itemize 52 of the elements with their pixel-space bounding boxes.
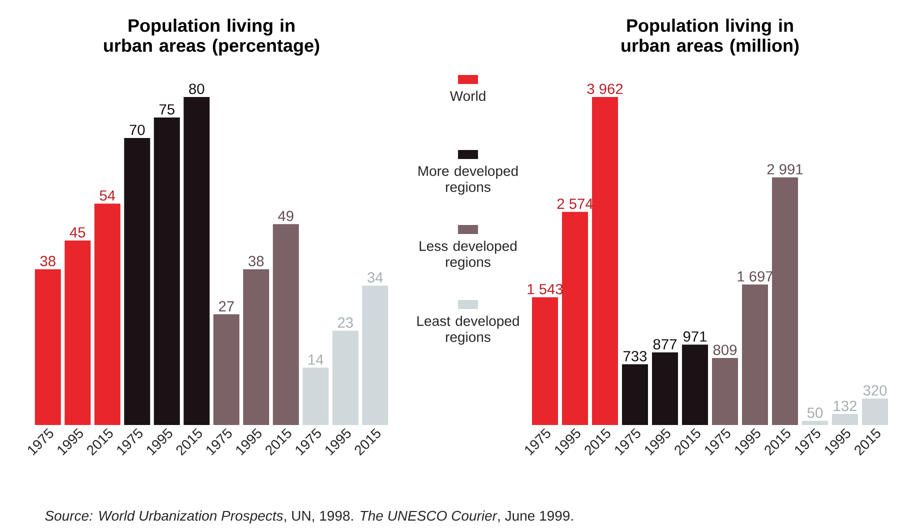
data-label: 80 [189,84,204,94]
data-label: 75 [159,104,174,115]
bar [332,330,358,425]
bar [94,204,120,425]
bar [592,96,618,425]
bar [362,286,388,425]
bar [862,398,888,425]
data-label: 320 [863,385,887,396]
data-label: 733 [624,351,647,362]
bar [34,269,61,425]
bar [532,297,558,425]
chart-title: Population living in urban areas (million) [622,18,799,56]
bar [772,177,798,425]
data-label: 877 [653,339,676,350]
bar [832,414,858,425]
bar [184,97,210,425]
data-label: 49 [278,210,294,222]
data-label: 34 [368,272,383,283]
data-label: 132 [834,400,856,412]
bar [562,212,588,425]
chart-title: Population living in urban areas (percentage) [104,18,320,56]
data-label: 54 [100,190,116,201]
bar [124,138,150,425]
bar [302,368,329,425]
data-label: 50 [807,408,823,418]
legend-label: Less developed regions [420,240,516,270]
legend-label: More developed regions [418,166,518,195]
text: Source: World Urbanization Prospects, UN, 1998. The UNESCO Courier, June 1999. [45,510,573,524]
data-label: 70 [130,124,145,136]
bar [622,364,648,425]
data-label: 38 [248,256,264,266]
data-label: 2 991 [767,164,803,174]
bar [712,358,738,425]
bar [682,344,708,425]
bar [802,420,828,425]
data-label: 3 962 [587,84,623,94]
data-label: 14 [308,354,324,365]
bar [154,118,180,425]
legend-label: World [450,90,486,101]
data-label: 38 [40,256,56,266]
data-label: 27 [218,301,234,312]
bar [243,269,270,425]
bar [652,352,678,425]
bar [64,240,91,425]
bar [742,284,768,425]
data-label: 809 [713,344,737,356]
data-label: 971 [683,331,707,342]
data-label: 23 [338,317,353,328]
bar [213,314,240,425]
bar [272,224,299,425]
data-label: 45 [70,227,86,238]
legend-label: Least developed regions [417,316,519,345]
